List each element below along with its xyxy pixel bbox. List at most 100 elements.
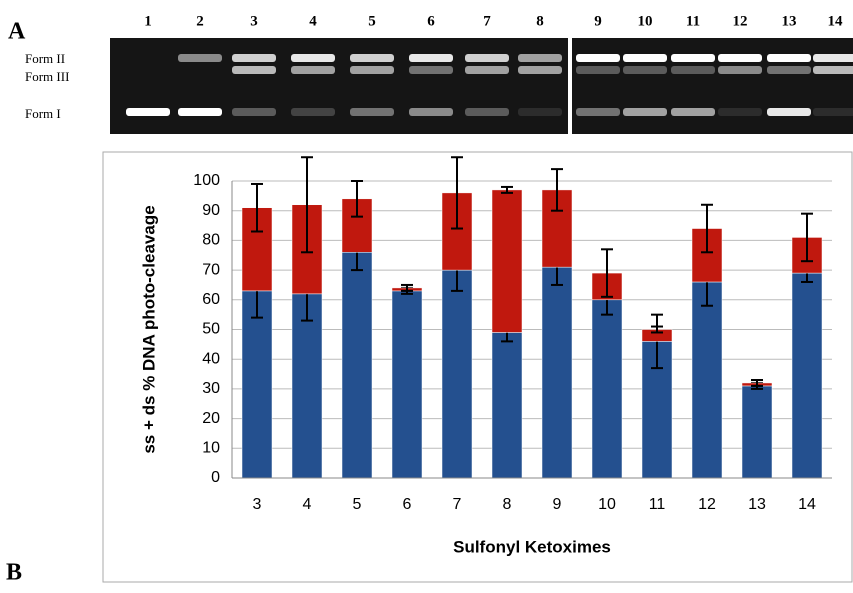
x-tick-label: 10 [598,496,616,513]
gel-band [126,108,170,116]
lane-label: 7 [483,13,491,29]
y-tick-label: 30 [202,380,220,397]
gel-band [291,108,335,116]
gel-band [671,66,715,74]
gel-band [291,54,335,62]
chart: 0 10 20 30 40 50 60 70 80 90 100 ss + ds % DNA phot… [139,156,832,556]
y-axis-label: ss + ds % DNA photo-cleavage [139,205,158,453]
gel-band [178,54,222,62]
x-tick-label: 5 [353,496,362,513]
y-tick-label: 80 [202,232,220,249]
lane-label: 5 [368,13,376,29]
y-tick-label: 20 [202,410,220,427]
gel-band [718,108,762,116]
bar-segment [691,281,723,479]
y-tick-label: 10 [202,440,220,457]
bar-segment [391,290,423,479]
bar-segment [791,272,823,479]
gel-band [518,108,562,116]
x-tick-label: 7 [453,496,462,513]
bar-segment [441,269,473,479]
gel-band [623,54,667,62]
gel-band [178,108,222,116]
bar-segment [241,290,273,479]
gel-band [350,66,394,74]
y-tick-label: 90 [202,202,220,219]
gel-image [110,38,853,134]
lane-label: 11 [686,13,700,29]
y-tick-label: 40 [202,350,220,367]
gel-band [813,54,853,62]
gel-band [623,108,667,116]
y-tick-label: 60 [202,291,220,308]
x-axis-label: Sulfonyl Ketoximes [453,537,611,556]
gel-band [623,66,667,74]
gel-band [718,54,762,62]
gel-band [767,108,811,116]
gel-band [576,108,620,116]
lane-label: 9 [594,13,602,29]
x-tick-label: 13 [748,496,766,513]
gel-band [232,66,276,74]
gel-band [813,108,853,116]
gel-band [767,54,811,62]
form-label: Form II [25,51,65,66]
x-tick-label: 4 [303,496,312,513]
bar-segment [591,299,623,479]
gel-band [465,66,509,74]
gel-band [576,66,620,74]
gel-band [350,108,394,116]
x-tick-label: 14 [798,496,816,513]
lane-label: 3 [250,13,258,29]
gel-band [232,108,276,116]
bar-segment [341,252,373,479]
x-tick-label: 6 [403,496,412,513]
lane-label: 6 [427,13,435,29]
gel-band [518,66,562,74]
gel-bands [126,54,853,116]
y-tick-label: 0 [211,469,220,486]
lane-label: 12 [733,13,748,29]
gel-band [518,54,562,62]
lane-label: 2 [196,13,204,29]
gel-band [350,54,394,62]
form-label: Form III [25,69,69,84]
lane-label: 8 [536,13,544,29]
gel-band [813,66,853,74]
panel-label: B [6,560,22,586]
chart-frame [102,151,853,583]
gel-band [291,66,335,74]
gel-band [671,54,715,62]
y-tick-label: 50 [202,321,220,338]
gel-band [409,54,453,62]
x-tick-label: 3 [253,496,262,513]
lane-label: 4 [309,13,317,29]
lane-label: 1 [144,13,152,29]
gel-band [671,108,715,116]
bar-segment [741,385,773,479]
form-label: Form I [25,106,61,121]
y-tick-label: 70 [202,261,220,278]
gel-band [232,54,276,62]
bar-segment [541,266,573,479]
bar-segment [491,189,523,333]
bar-segment [491,332,523,479]
gel-band [767,66,811,74]
lane-label: 13 [782,13,797,29]
gel-band [465,54,509,62]
x-tick-label: 9 [553,496,562,513]
panel-label: A [8,19,26,45]
gel-band [409,66,453,74]
gel-band [465,108,509,116]
x-tick-label: 8 [503,496,512,513]
bar-segment [291,293,323,479]
gel-divider [568,38,572,134]
x-tick-label: 11 [649,496,666,513]
x-tick-label: 12 [698,496,716,513]
gel-band [576,54,620,62]
gel-band [409,108,453,116]
lane-label: 14 [828,13,844,29]
y-tick-label: 100 [193,172,220,189]
